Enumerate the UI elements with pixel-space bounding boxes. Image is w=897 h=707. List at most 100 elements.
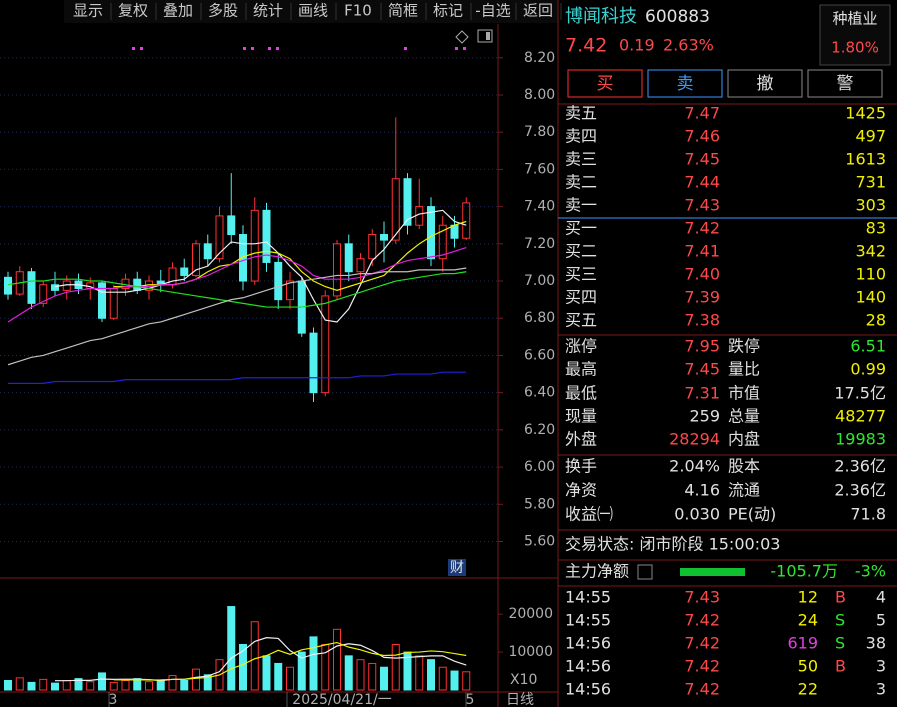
sector-pct[interactable]: 1.80%	[831, 39, 879, 57]
sector-name[interactable]: 种植业	[832, 10, 877, 28]
toolbar-button[interactable]: 画线	[298, 2, 328, 20]
toolbar-button[interactable]: 简框	[388, 2, 418, 20]
candle-body	[333, 243, 341, 297]
volume-bar	[309, 636, 318, 691]
volume-bar	[51, 682, 59, 691]
stat-value: 28294	[669, 430, 720, 449]
average-line	[55, 637, 467, 682]
window-icon[interactable]	[477, 29, 493, 43]
volume-bar	[4, 680, 12, 691]
book-volume: 140	[855, 288, 886, 307]
book-price: 7.42	[684, 219, 720, 238]
stat-value: 4.16	[684, 481, 720, 500]
stat-label: 最低	[565, 384, 597, 403]
flow-pct: -3%	[855, 562, 886, 581]
stat-label: 跌停	[728, 337, 760, 356]
toolbar-button[interactable]: 多股	[208, 2, 238, 20]
candle-body	[274, 261, 283, 301]
trade-time: 14:55	[565, 588, 611, 607]
stat-value: 2.04%	[669, 457, 720, 476]
average-line	[54, 209, 467, 323]
candle-body	[438, 224, 447, 260]
stat-value: 6.51	[850, 337, 886, 356]
badge-box[interactable]	[448, 559, 466, 576]
candle-body	[250, 209, 259, 282]
candle-body	[286, 280, 294, 301]
toolbar-button[interactable]: 显示	[73, 2, 103, 20]
stat-label: PE(动)	[728, 505, 776, 524]
book-price: 7.45	[684, 150, 720, 169]
volume-bar	[274, 662, 283, 691]
trade-time: 14:55	[565, 611, 611, 630]
action-label[interactable]: 卖	[677, 74, 694, 94]
action-label[interactable]: 撤	[757, 74, 774, 94]
action-label[interactable]: 买	[597, 74, 614, 94]
trade-volume: 24	[798, 611, 818, 630]
flow-icon[interactable]	[637, 564, 653, 580]
volume-unit: X10	[510, 672, 537, 688]
stat-label: 外盘	[565, 430, 597, 449]
period[interactable]: 日线	[506, 692, 534, 707]
volume-bar	[297, 651, 306, 691]
volume-tick-label: 10000	[508, 644, 553, 660]
stat-value: 0.99	[850, 360, 886, 379]
action-button[interactable]	[727, 69, 803, 98]
book-label: 卖三	[565, 150, 597, 169]
candle-body	[51, 284, 59, 291]
volume-bar	[262, 655, 271, 691]
book-price: 7.47	[684, 104, 720, 123]
volume-bar	[427, 659, 435, 691]
flow-label: 主力净额	[565, 562, 629, 581]
stat-label: 收益㈠	[565, 505, 613, 524]
trade-count: 38	[866, 634, 886, 653]
y-tick-label: 7.80	[524, 124, 555, 140]
volume-bar	[391, 643, 400, 691]
toolbar-button[interactable]: 标记	[433, 2, 463, 20]
stat-label: 涨停	[565, 337, 597, 356]
toolbar-button[interactable]: 统计	[253, 2, 283, 20]
book-volume: 342	[855, 242, 886, 261]
book-volume: 731	[855, 173, 886, 192]
stat-value: 19983	[835, 430, 886, 449]
action-button[interactable]	[807, 69, 883, 98]
trade-count: 5	[876, 611, 886, 630]
book-volume: 1425	[845, 104, 886, 123]
toolbar-button[interactable]: F10	[344, 2, 372, 20]
volume-bar	[27, 681, 36, 691]
flow-bar	[680, 568, 745, 576]
action-button[interactable]	[567, 69, 643, 98]
action-button[interactable]	[647, 69, 723, 98]
badge[interactable]: 财	[450, 560, 464, 576]
diamond-icon[interactable]	[455, 30, 469, 44]
volume-bar	[380, 666, 388, 691]
action-label[interactable]: 警	[837, 74, 854, 94]
candle-body	[321, 295, 330, 394]
trade-volume: 22	[798, 680, 818, 699]
y-tick-label: 7.00	[524, 273, 555, 289]
toolbar-button[interactable]: 复权	[118, 2, 148, 20]
stat-label: 现量	[565, 407, 597, 426]
candle-body	[39, 284, 48, 304]
stat-value: 2.36亿	[834, 481, 886, 500]
sector-box[interactable]	[819, 4, 891, 66]
volume-bar	[227, 606, 236, 691]
toolbar-button[interactable]: 叠加	[163, 2, 193, 20]
average-line	[7, 267, 467, 366]
volume-bar	[15, 677, 24, 691]
volume-bar	[180, 680, 189, 691]
candle-body	[180, 267, 189, 276]
trade-count: 3	[876, 680, 886, 699]
price-change: 0.19	[619, 36, 655, 55]
trade-volume: 50	[798, 657, 818, 676]
book-volume: 83	[866, 219, 886, 238]
candle-body	[227, 215, 236, 236]
toolbar-button[interactable]: -自选	[475, 2, 510, 20]
toolbar-button[interactable]: 返回	[523, 2, 553, 20]
stat-value: 7.95	[684, 337, 720, 356]
trade-price: 7.42	[684, 657, 720, 676]
book-label: 卖二	[565, 173, 597, 192]
y-tick-label: 5.60	[524, 534, 555, 550]
book-volume: 303	[855, 196, 886, 215]
